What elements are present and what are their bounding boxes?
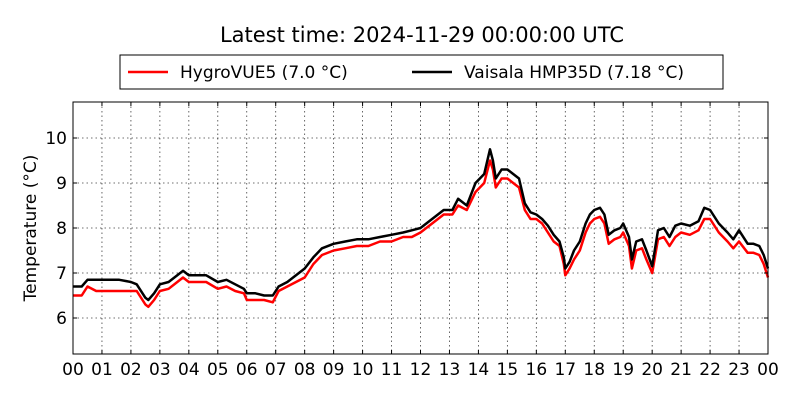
x-tick-label: 16 <box>526 360 548 380</box>
y-tick-label: 8 <box>56 219 67 239</box>
x-tick-label: 20 <box>641 360 663 380</box>
series-lines <box>73 148 770 309</box>
series-line-vaisala <box>73 148 770 302</box>
x-tick-label: 17 <box>554 360 576 380</box>
x-tick-label: 05 <box>207 360 229 380</box>
x-tick-label: 10 <box>352 360 374 380</box>
x-tick-label: 07 <box>265 360 287 380</box>
x-tick-label: 00 <box>62 360 84 380</box>
x-tick-label: 18 <box>583 360 605 380</box>
legend-label-vaisala: Vaisala HMP35D (7.18 °C) <box>464 63 684 83</box>
x-tick-label: 00 <box>757 360 779 380</box>
y-tick-label: 9 <box>56 174 67 194</box>
legend-label-hygrovue5: HygroVUE5 (7.0 °C) <box>180 63 348 83</box>
x-tick-label: 14 <box>468 360 490 380</box>
x-tick-label: 15 <box>497 360 519 380</box>
y-tick-label: 6 <box>56 309 67 329</box>
x-tick-label: 09 <box>323 360 345 380</box>
legend: HygroVUE5 (7.0 °C) Vaisala HMP35D (7.18 … <box>119 54 724 90</box>
y-tick-label: 10 <box>45 129 67 149</box>
x-tick-label: 01 <box>91 360 113 380</box>
x-tick-label: 11 <box>381 360 403 380</box>
axis-ticks: 00 01 02 03 04 05 06 07 08 09 10 11 12 13 14 15 16 17 18 19… <box>45 102 779 380</box>
x-tick-label: 21 <box>670 360 692 380</box>
x-tick-label: 23 <box>728 360 750 380</box>
plot-frame <box>72 101 769 355</box>
x-tick-label: 04 <box>178 360 200 380</box>
x-tick-label: 08 <box>294 360 316 380</box>
x-tick-label: 13 <box>439 360 461 380</box>
y-axis-label: Temperature (°C) <box>21 155 41 303</box>
chart-title: Latest time: 2024-11-29 00:00:00 UTC <box>220 23 624 47</box>
x-tick-label: 12 <box>410 360 432 380</box>
x-tick-label: 06 <box>236 360 258 380</box>
y-tick-label: 7 <box>56 264 67 284</box>
grid-lines <box>73 102 768 354</box>
x-tick-label: 03 <box>149 360 171 380</box>
series-line-hygrovue5 <box>73 159 770 309</box>
x-tick-label: 02 <box>120 360 142 380</box>
x-tick-label: 22 <box>699 360 721 380</box>
x-tick-label: 19 <box>612 360 634 380</box>
